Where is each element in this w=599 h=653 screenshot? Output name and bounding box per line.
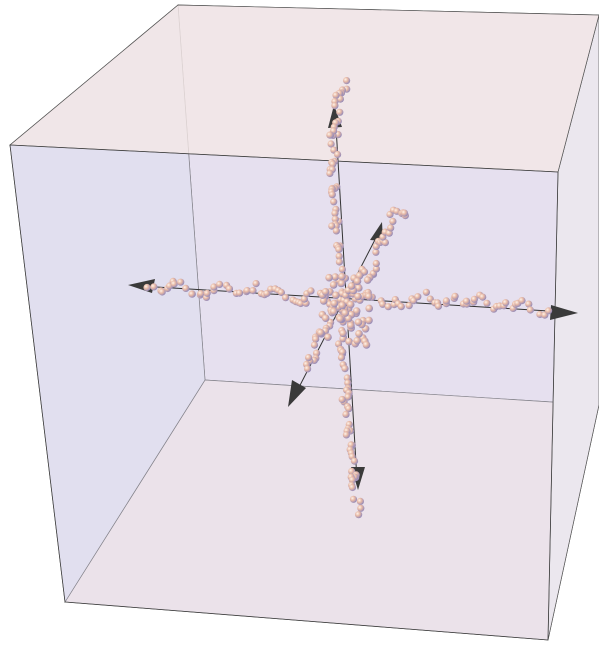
- atom: [545, 307, 552, 314]
- molecule-scene: [0, 0, 599, 653]
- atom: [354, 277, 362, 285]
- atom: [333, 227, 340, 234]
- atom: [249, 287, 256, 294]
- atom: [348, 282, 356, 290]
- atom: [322, 314, 330, 322]
- atom: [305, 354, 312, 361]
- page: (() => { JSON.parse(document.getElementB…: [0, 0, 599, 653]
- atom: [339, 330, 347, 338]
- atom: [443, 297, 450, 304]
- atom: [355, 319, 363, 327]
- atom: [317, 329, 325, 337]
- atom: [357, 498, 364, 505]
- atom: [329, 191, 336, 198]
- atom: [253, 280, 260, 287]
- atom: [414, 293, 421, 300]
- atom: [311, 342, 318, 349]
- atom: [339, 396, 346, 403]
- atom: [338, 354, 345, 361]
- atom: [347, 322, 355, 330]
- atom: [336, 315, 344, 323]
- atom: [204, 290, 211, 297]
- atom: [143, 284, 150, 291]
- atom: [338, 280, 345, 287]
- atom: [353, 337, 361, 345]
- atom: [336, 109, 343, 116]
- atom: [332, 92, 339, 99]
- atom: [463, 298, 470, 305]
- atom: [343, 431, 350, 438]
- atom: [387, 224, 394, 231]
- atom: [338, 273, 346, 281]
- atom: [332, 292, 340, 300]
- atom: [331, 102, 338, 109]
- atom: [282, 294, 289, 301]
- atom: [373, 260, 380, 267]
- atom: [188, 291, 195, 298]
- atom: [363, 341, 371, 349]
- atom: [483, 300, 490, 307]
- front-face: [10, 145, 558, 640]
- atom: [452, 293, 459, 300]
- atom: [339, 266, 346, 273]
- atom: [401, 210, 408, 217]
- atom: [341, 365, 348, 372]
- atom: [355, 511, 362, 518]
- atom: [307, 287, 314, 294]
- atom: [330, 281, 338, 289]
- atom: [336, 258, 343, 265]
- atom: [335, 246, 342, 253]
- atom: [527, 306, 534, 313]
- atom: [312, 336, 319, 343]
- atom: [365, 305, 373, 313]
- top-face: [10, 5, 599, 172]
- atom: [177, 279, 184, 286]
- atom: [334, 151, 341, 158]
- atom: [304, 365, 311, 372]
- atom: [355, 330, 363, 338]
- atom: [364, 276, 372, 284]
- atom: [226, 285, 233, 292]
- atom: [423, 289, 430, 296]
- atom: [326, 170, 333, 177]
- atom: [435, 303, 442, 310]
- atom: [326, 132, 333, 139]
- atom: [343, 77, 350, 84]
- atom: [518, 297, 525, 304]
- atom: [322, 288, 330, 296]
- atom: [182, 285, 189, 292]
- atom: [330, 308, 338, 316]
- atom: [171, 280, 178, 287]
- atom: [398, 303, 405, 310]
- atom: [330, 198, 337, 205]
- atom: [357, 505, 364, 512]
- atom: [354, 293, 362, 301]
- atom: [349, 484, 356, 491]
- atom: [339, 302, 347, 310]
- atom: [342, 411, 349, 418]
- atom: [331, 300, 339, 308]
- atom: [324, 333, 332, 341]
- atom: [479, 294, 486, 301]
- atom: [389, 218, 396, 225]
- atom: [347, 301, 355, 309]
- atom: [350, 496, 357, 503]
- atom: [216, 281, 223, 288]
- atom: [365, 293, 373, 301]
- atom: [150, 283, 157, 290]
- atom: [502, 299, 509, 306]
- atom: [351, 458, 358, 465]
- atom: [325, 274, 333, 282]
- atom: [236, 290, 243, 297]
- atom: [365, 317, 373, 325]
